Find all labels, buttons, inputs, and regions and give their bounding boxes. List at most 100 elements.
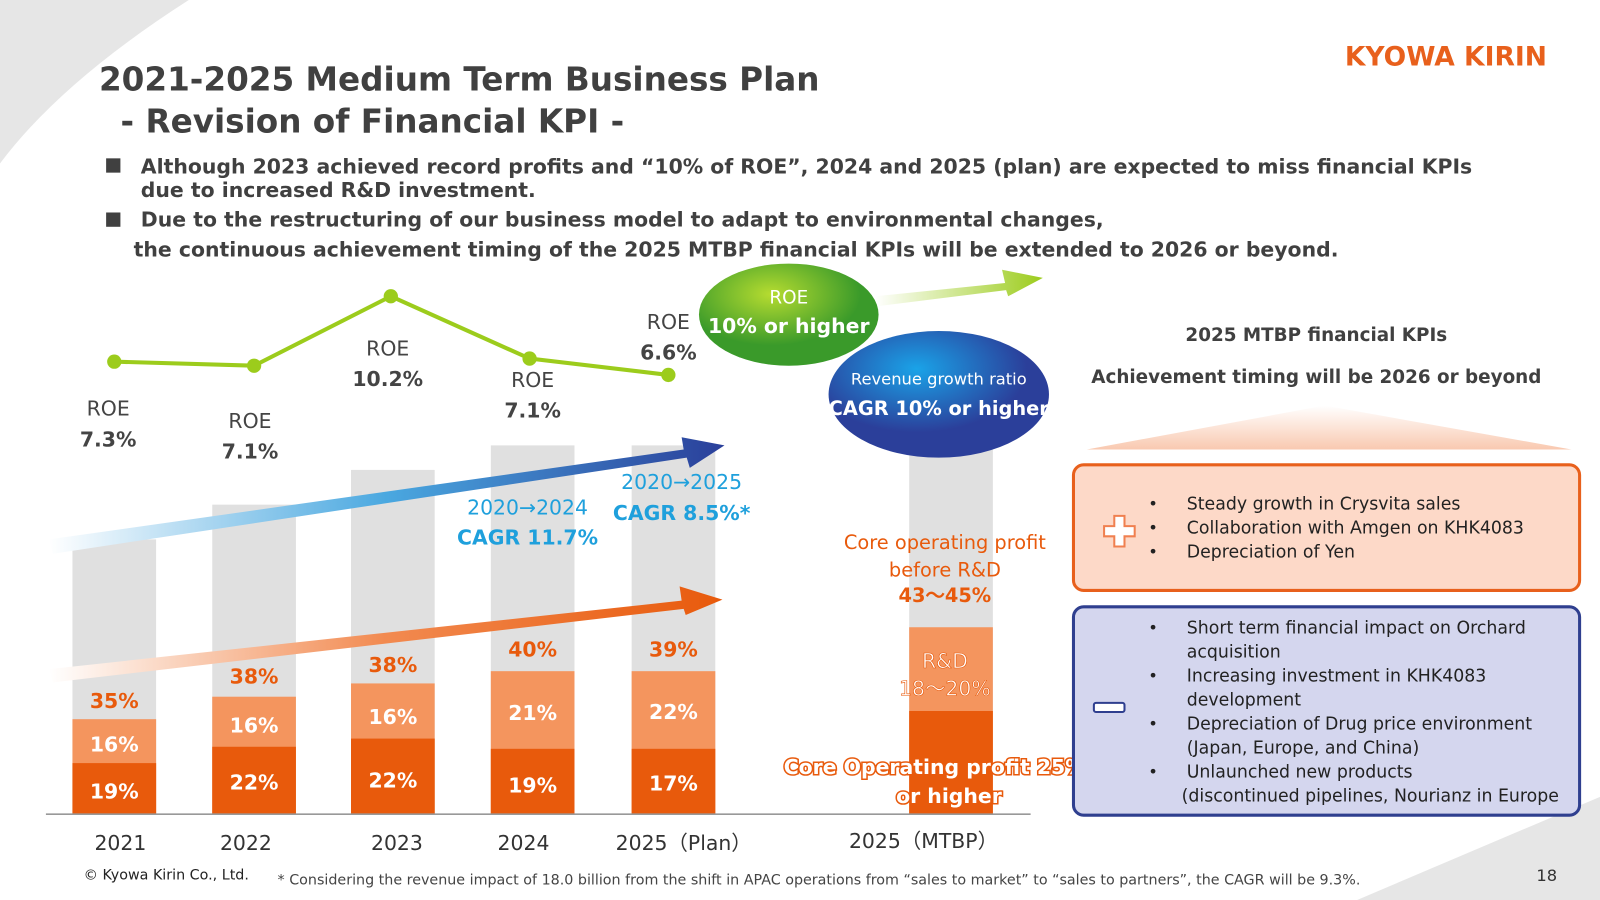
arrow xyxy=(48,437,725,554)
mtbp-label: R&D xyxy=(922,649,968,673)
list-text: Short term financial impact on Orchard xyxy=(1187,618,1526,638)
target-text: 10% or higher xyxy=(708,314,870,338)
list-text: Unlaunched new products xyxy=(1187,762,1413,782)
total-label: 35% xyxy=(90,689,139,713)
core-bar xyxy=(72,763,157,815)
year-label: 2025（Plan） xyxy=(616,831,752,855)
roe-point xyxy=(383,289,398,304)
mtbp-label: Core operating profit xyxy=(844,531,1046,554)
core-label: 19% xyxy=(508,774,557,798)
list-bullet: • xyxy=(1148,542,1158,561)
list-text: Depreciation of Yen xyxy=(1187,543,1355,563)
rnd-label: 16% xyxy=(230,713,279,737)
title: 2021-2025 Medium Term Business Plan xyxy=(99,61,820,99)
total-label: 38% xyxy=(368,653,417,677)
revenue-target xyxy=(828,330,1049,458)
swoosh xyxy=(1357,796,1600,900)
core-bar xyxy=(631,748,716,815)
year-label: 2021 xyxy=(94,831,146,855)
roe-label: ROE xyxy=(87,397,130,421)
bullet-text: Although 2023 achieved record profits an… xyxy=(141,155,1472,179)
core-label: 19% xyxy=(90,780,139,804)
cagr-period: 2020→2024 xyxy=(467,496,588,520)
core-label: 22% xyxy=(230,771,279,795)
list-bullet: • xyxy=(1148,666,1158,685)
core-bar xyxy=(909,711,993,815)
bullet-text: due to increased R&D investment. xyxy=(141,178,536,202)
core-bar xyxy=(212,746,296,815)
list-text: (discontinued pipelines, Nourianz in Eur… xyxy=(1182,786,1559,806)
bullet xyxy=(106,212,121,227)
footnote: * Considering the revenue impact of 18.0… xyxy=(278,873,1361,889)
mtbp-label: before R&D xyxy=(889,559,1001,582)
list-text: acquisition xyxy=(1187,642,1281,662)
mtbp-label: Core Operating profit 25% xyxy=(784,755,1086,779)
roe-value: 7.1% xyxy=(222,440,279,464)
cagr-period: 2020→2025 xyxy=(621,470,742,494)
bullet-text: Due to the restructuring of our business… xyxy=(141,208,1104,232)
panel-heading: Achievement timing will be 2026 or beyon… xyxy=(1091,367,1541,388)
roe-label: ROE xyxy=(511,368,554,392)
list-bullet: • xyxy=(1148,494,1158,513)
year-label: 2022 xyxy=(220,831,272,855)
rnd-label: 21% xyxy=(508,701,557,725)
roe-point xyxy=(107,354,122,369)
plus-box xyxy=(1071,463,1582,592)
minus-box xyxy=(1071,605,1582,817)
year-label: 2024 xyxy=(498,831,550,855)
cagr-value: CAGR 8.5%* xyxy=(613,501,751,525)
panel-heading: 2025 MTBP financial KPIs xyxy=(1185,325,1447,346)
list-bullet: • xyxy=(1148,762,1158,781)
mtbp-label: or higher xyxy=(896,784,1002,808)
roe-label: ROE xyxy=(228,409,271,433)
roe-value: 6.6% xyxy=(640,340,697,364)
core-label: 17% xyxy=(649,772,698,796)
roe-point xyxy=(246,358,262,373)
plus-icon xyxy=(1103,514,1136,548)
total-label: 40% xyxy=(508,638,557,662)
bullet-text: the continuous achievement timing of the… xyxy=(134,237,1339,261)
page-number: 18 xyxy=(1536,866,1557,885)
total-label: 39% xyxy=(649,638,698,662)
roe-point xyxy=(522,351,537,366)
core-bar xyxy=(351,738,435,815)
rnd-label: 22% xyxy=(649,700,698,724)
mtbp-label: 43〜45% xyxy=(899,584,992,607)
copyright: © Kyowa Kirin Co., Ltd. xyxy=(84,867,249,883)
swoosh xyxy=(0,0,189,164)
roe-label: ROE xyxy=(647,310,690,334)
rnd-label: 16% xyxy=(368,705,417,729)
bullet xyxy=(106,158,121,173)
arrow xyxy=(875,269,1043,307)
core-label: 22% xyxy=(368,768,417,792)
rnd-label: 16% xyxy=(90,733,139,757)
triangle xyxy=(1086,405,1572,450)
arrow xyxy=(48,586,723,683)
list-bullet: • xyxy=(1148,618,1158,637)
list-text: Increasing investment in KHK4083 xyxy=(1187,666,1487,686)
cagr-value: CAGR 11.7% xyxy=(457,525,598,549)
core-bar xyxy=(490,748,575,815)
target-text: Revenue growth ratio xyxy=(851,370,1027,389)
year-label: 2025（MTBP） xyxy=(849,829,998,853)
roe-value: 10.2% xyxy=(352,367,423,391)
roe-value: 7.3% xyxy=(80,427,137,451)
logo: KYOWA KIRIN xyxy=(1345,42,1547,73)
list-text: development xyxy=(1187,690,1302,710)
roe-label: ROE xyxy=(366,336,409,360)
roe-point xyxy=(661,367,676,383)
title: - Revision of Financial KPI - xyxy=(109,103,624,141)
panel-lists: • Steady growth in Crysvita sales • Collabo… xyxy=(1148,494,1559,806)
mtbp-label: 18〜20% xyxy=(899,677,991,701)
list-text: Collaboration with Amgen on KHK4083 xyxy=(1187,519,1524,539)
list-bullet: • xyxy=(1148,714,1158,733)
list-text: (Japan, Europe, and China) xyxy=(1187,738,1420,758)
roe-value: 7.1% xyxy=(504,399,561,423)
year-label: 2023 xyxy=(371,831,423,855)
list-text: Steady growth in Crysvita sales xyxy=(1187,495,1461,515)
total-label: 38% xyxy=(230,664,279,688)
list-bullet: • xyxy=(1148,518,1158,537)
list-text: Depreciation of Drug price environment xyxy=(1187,714,1533,734)
